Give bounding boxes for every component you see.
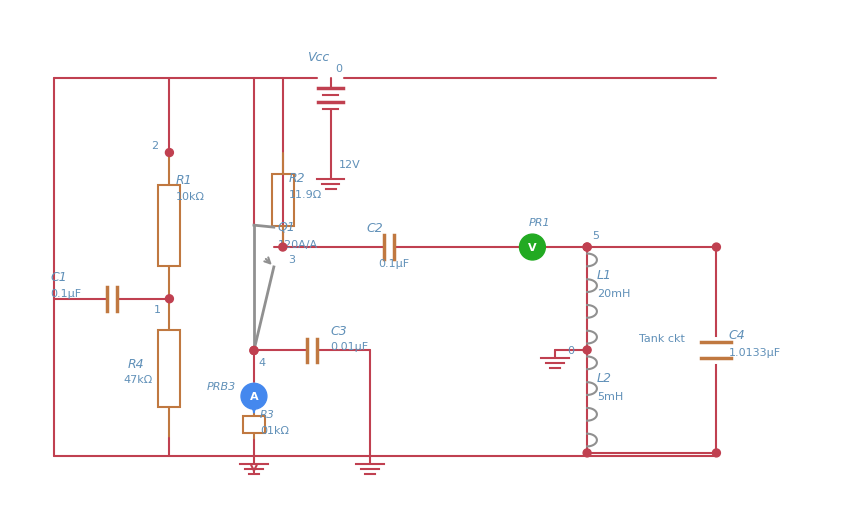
Circle shape: [250, 347, 258, 355]
Text: 0.1μF: 0.1μF: [50, 288, 81, 298]
Text: 12V: 12V: [339, 160, 360, 170]
Bar: [158, 330, 180, 407]
Text: Vcc: Vcc: [308, 50, 330, 64]
Bar: [158, 186, 180, 266]
Text: 11.9Ω: 11.9Ω: [289, 190, 322, 200]
Text: 2: 2: [151, 140, 159, 150]
Text: V: V: [528, 243, 537, 252]
Text: 4: 4: [259, 358, 266, 367]
Text: 1: 1: [154, 304, 161, 314]
Circle shape: [279, 244, 286, 251]
Text: L2: L2: [597, 372, 612, 385]
Circle shape: [583, 449, 591, 457]
Circle shape: [712, 449, 721, 457]
Text: 1.0133μF: 1.0133μF: [728, 347, 781, 357]
Text: L1: L1: [597, 269, 612, 282]
Circle shape: [583, 244, 591, 251]
Text: C4: C4: [728, 328, 745, 341]
Circle shape: [712, 244, 721, 251]
Text: 5: 5: [593, 231, 599, 241]
Bar: [272, 175, 294, 227]
Text: R3: R3: [260, 409, 274, 419]
Text: R4: R4: [127, 357, 144, 370]
Circle shape: [250, 347, 258, 355]
Text: 120A/A: 120A/A: [278, 240, 318, 249]
Text: PR1: PR1: [528, 218, 550, 228]
Circle shape: [583, 346, 591, 354]
Text: 5mH: 5mH: [597, 391, 623, 401]
Text: R1: R1: [175, 174, 192, 186]
Circle shape: [165, 149, 174, 157]
Text: 0.1μF: 0.1μF: [378, 259, 410, 268]
Text: 01kΩ: 01kΩ: [260, 425, 289, 435]
Text: C1: C1: [50, 271, 67, 284]
Text: 47kΩ: 47kΩ: [124, 375, 153, 385]
Text: Q1: Q1: [278, 220, 296, 233]
Text: A: A: [250, 391, 258, 402]
Text: R2: R2: [289, 172, 305, 185]
Text: C2: C2: [366, 221, 383, 234]
Text: 0.01μF: 0.01μF: [331, 342, 369, 352]
Text: 0: 0: [567, 345, 575, 355]
Text: PRB3: PRB3: [206, 382, 235, 391]
Text: 3: 3: [288, 254, 295, 265]
Text: 20mH: 20mH: [597, 288, 630, 298]
Circle shape: [583, 244, 591, 251]
Text: 10kΩ: 10kΩ: [175, 192, 204, 202]
Circle shape: [241, 384, 267, 409]
Text: C3: C3: [331, 324, 347, 337]
Circle shape: [520, 235, 545, 261]
Text: 0: 0: [335, 64, 343, 74]
Bar: [243, 416, 265, 433]
Text: Tank ckt: Tank ckt: [639, 333, 685, 344]
Circle shape: [165, 295, 174, 303]
